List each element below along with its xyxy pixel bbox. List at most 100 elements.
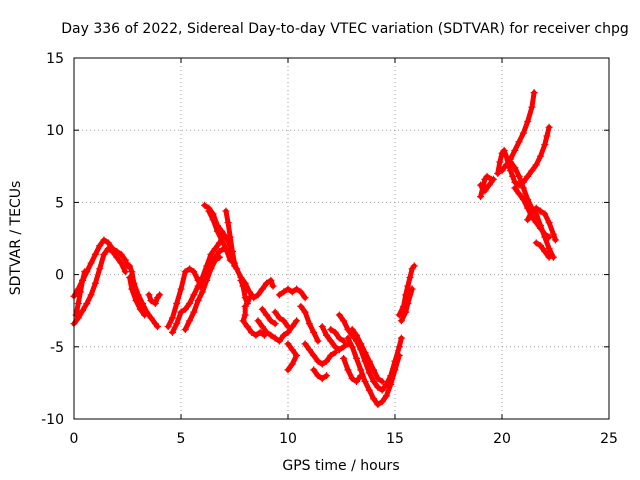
data-point [374, 375, 382, 383]
data-point [186, 317, 194, 325]
data-point [252, 331, 260, 339]
data-point [528, 167, 536, 175]
data-point [104, 245, 112, 253]
data-point [224, 219, 232, 227]
y-tick-label: 15 [46, 51, 64, 67]
data-point [335, 311, 343, 319]
data-point [243, 323, 251, 331]
data-point [545, 123, 553, 131]
data-point [541, 210, 549, 218]
data-point [280, 317, 288, 325]
y-tick-label: 10 [46, 123, 64, 139]
data-point [323, 372, 331, 380]
data-point [194, 282, 202, 290]
data-point [177, 308, 185, 316]
data-point [541, 247, 549, 255]
y-tick-label: -5 [50, 340, 64, 356]
data-point [532, 204, 540, 212]
data-point [382, 392, 390, 400]
data-point [344, 334, 352, 342]
data-point [406, 273, 414, 281]
data-point [365, 357, 373, 365]
data-point [147, 314, 155, 322]
data-point [537, 242, 545, 250]
y-tick-label: -10 [41, 412, 64, 428]
x-tick-label: 10 [279, 431, 297, 447]
data-point [528, 207, 536, 215]
data-point [284, 340, 292, 348]
data-point [545, 219, 553, 227]
data-point [498, 167, 506, 175]
data-point [205, 207, 213, 215]
data-point [271, 334, 279, 342]
data-trace [478, 176, 496, 194]
data-point [515, 172, 523, 180]
data-point [352, 377, 360, 385]
data-point [109, 247, 117, 255]
data-point [237, 276, 245, 284]
data-point [74, 299, 82, 307]
data-point [226, 233, 234, 241]
data-point [263, 311, 271, 319]
data-point [524, 118, 532, 126]
x-axis-label: GPS time / hours [282, 458, 399, 474]
data-point [511, 146, 519, 154]
data-point [151, 299, 159, 307]
data-point [126, 273, 134, 281]
data-point [494, 170, 502, 178]
data-point [352, 354, 360, 362]
data-point [254, 291, 262, 299]
data-point [203, 276, 211, 284]
data-point [374, 401, 382, 409]
data-point [87, 291, 95, 299]
plot-frame [73, 57, 610, 420]
data-point [181, 305, 189, 313]
data-point [91, 279, 99, 287]
data-point [207, 250, 215, 258]
data-point [310, 351, 318, 359]
data-point [222, 245, 230, 253]
data-point [76, 288, 84, 296]
data-point [241, 311, 249, 319]
data-point [258, 305, 266, 313]
data-point [318, 323, 326, 331]
data-point [96, 265, 104, 273]
data-point [288, 360, 296, 368]
data-point [323, 357, 331, 365]
data-point [267, 276, 275, 284]
x-tick-label: 15 [386, 431, 404, 447]
data-point [190, 308, 198, 316]
data-point [100, 250, 108, 258]
data-trace [255, 318, 300, 344]
data-point [297, 302, 305, 310]
data-point [288, 346, 296, 354]
data-point [201, 201, 209, 209]
data-point [404, 299, 412, 307]
data-point [335, 346, 343, 354]
data-point [79, 307, 87, 315]
data-point [211, 256, 219, 264]
data-trace [206, 208, 233, 263]
data-point [485, 181, 493, 189]
data-point [323, 331, 331, 339]
data-point [481, 187, 489, 195]
data-point [391, 366, 399, 374]
data-point [348, 375, 356, 383]
data-point [186, 299, 194, 307]
data-trace [328, 326, 347, 344]
data-point [83, 299, 91, 307]
data-point [117, 250, 125, 258]
data-point [301, 294, 309, 302]
data-point [530, 89, 538, 97]
data-point [254, 317, 262, 325]
data-point [305, 346, 313, 354]
data-point [181, 268, 189, 276]
data-point [327, 337, 335, 345]
data-point [194, 297, 202, 305]
data-point [121, 256, 129, 264]
data-point [397, 334, 405, 342]
data-point [378, 386, 386, 394]
data-point [524, 172, 532, 180]
data-point [365, 369, 373, 377]
data-point [500, 146, 508, 154]
